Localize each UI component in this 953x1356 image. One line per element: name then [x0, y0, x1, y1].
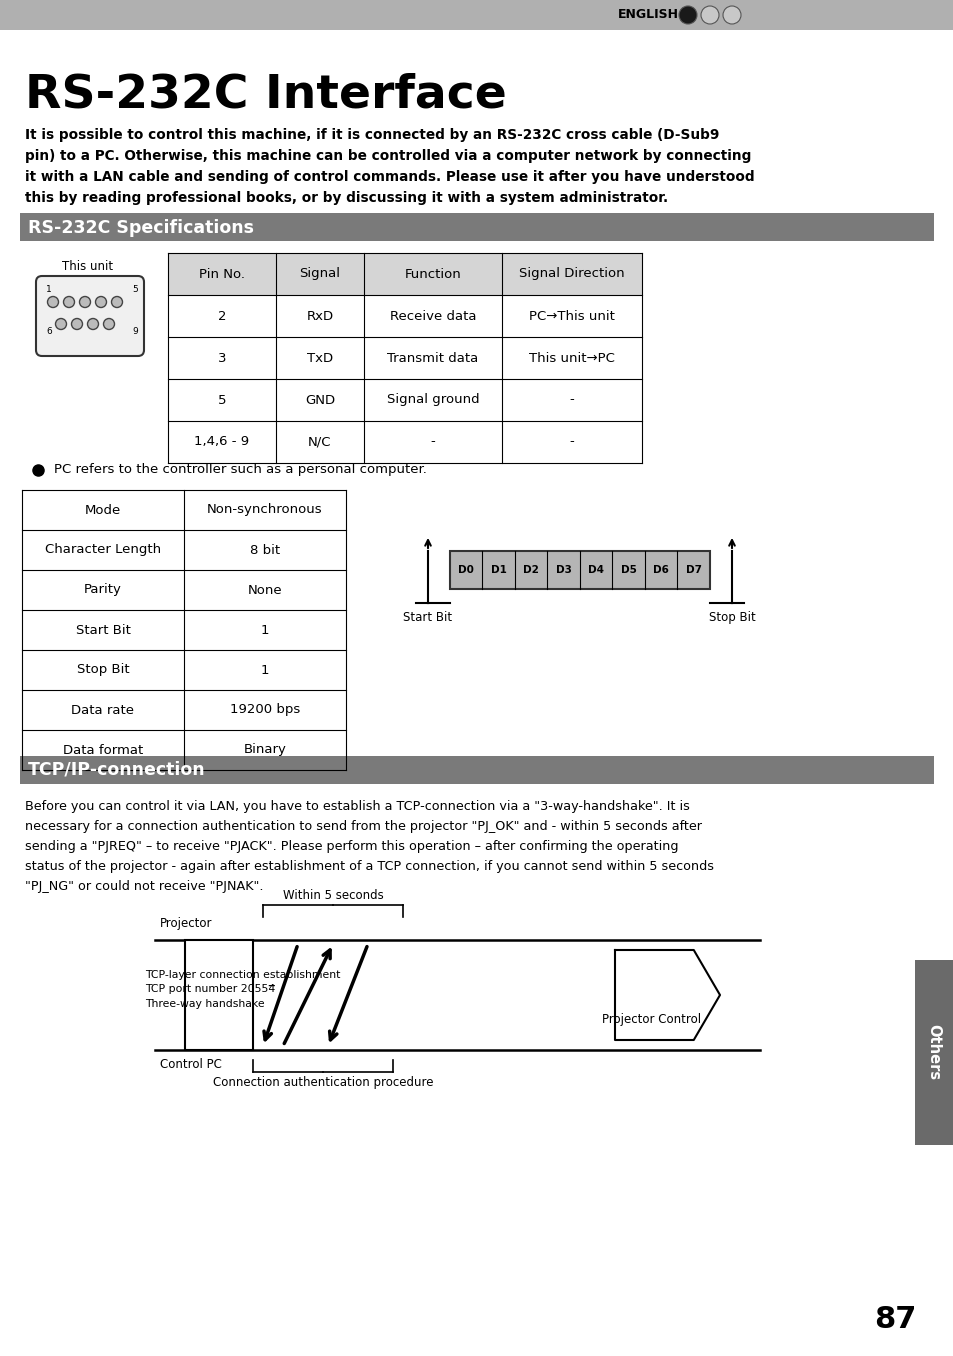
- Text: D0: D0: [457, 565, 474, 575]
- Text: it with a LAN cable and sending of control commands. Please use it after you hav: it with a LAN cable and sending of contr…: [25, 170, 754, 184]
- Text: Binary: Binary: [243, 743, 286, 757]
- Text: D1: D1: [490, 565, 506, 575]
- Text: Signal ground: Signal ground: [386, 393, 478, 407]
- Text: "PJ_NG" or could not receive "PJNAK".: "PJ_NG" or could not receive "PJNAK".: [25, 880, 263, 894]
- Text: TCP-layer connection establishment
TCP port number 20554
Three-way handshake: TCP-layer connection establishment TCP p…: [145, 970, 340, 1009]
- Text: Projector: Projector: [160, 917, 213, 930]
- Circle shape: [679, 5, 697, 24]
- Polygon shape: [615, 951, 720, 1040]
- Bar: [185, 940, 253, 1050]
- Circle shape: [722, 5, 740, 24]
- Text: 9: 9: [132, 328, 137, 336]
- Text: D4: D4: [588, 565, 603, 575]
- Text: this by reading professional books, or by discussing it with a system administra: this by reading professional books, or b…: [25, 191, 667, 205]
- Bar: [168, 296, 641, 338]
- Text: 5: 5: [217, 393, 226, 407]
- Text: Before you can control it via LAN, you have to establish a TCP-connection via a : Before you can control it via LAN, you h…: [25, 800, 689, 814]
- Bar: [20, 213, 933, 241]
- Text: Signal: Signal: [299, 267, 340, 281]
- Text: 1,4,6 - 9: 1,4,6 - 9: [194, 435, 250, 449]
- Text: Function: Function: [404, 267, 461, 281]
- Text: 8 bit: 8 bit: [250, 544, 280, 556]
- Bar: [20, 757, 933, 784]
- Text: Projector Control: Projector Control: [601, 1013, 700, 1026]
- Text: Non-synchronous: Non-synchronous: [207, 503, 322, 517]
- Text: RxD: RxD: [306, 309, 334, 323]
- Text: 87: 87: [873, 1306, 915, 1334]
- Text: Connection authentication procedure: Connection authentication procedure: [213, 1077, 433, 1089]
- Circle shape: [700, 5, 719, 24]
- Text: -: -: [569, 393, 574, 407]
- Text: status of the projector - again after establishment of a TCP connection, if you : status of the projector - again after es…: [25, 860, 713, 873]
- Text: -: -: [569, 435, 574, 449]
- Text: sending a "PJREQ" – to receive "PJACK". Please perform this operation – after co: sending a "PJREQ" – to receive "PJACK". …: [25, 839, 678, 853]
- Text: 3: 3: [217, 351, 226, 365]
- Text: D3: D3: [556, 565, 571, 575]
- Text: 1: 1: [260, 663, 269, 677]
- Bar: [168, 378, 641, 420]
- Text: Stop Bit: Stop Bit: [708, 612, 755, 624]
- Text: Parity: Parity: [84, 583, 122, 597]
- Text: 1: 1: [46, 286, 51, 294]
- Circle shape: [55, 319, 67, 330]
- FancyBboxPatch shape: [36, 277, 144, 357]
- Text: 19200 bps: 19200 bps: [230, 704, 300, 716]
- Bar: [168, 254, 641, 296]
- Text: Data format: Data format: [63, 743, 143, 757]
- Text: Stop Bit: Stop Bit: [76, 663, 130, 677]
- Text: 5: 5: [132, 286, 137, 294]
- Text: Mode: Mode: [85, 503, 121, 517]
- Circle shape: [48, 297, 58, 308]
- Circle shape: [103, 319, 114, 330]
- Text: 1: 1: [260, 624, 269, 636]
- Text: ENGLISH: ENGLISH: [618, 8, 679, 22]
- Circle shape: [88, 319, 98, 330]
- Text: Data rate: Data rate: [71, 704, 134, 716]
- Text: 2: 2: [217, 309, 226, 323]
- Bar: [450, 551, 709, 589]
- Text: –: –: [267, 978, 274, 993]
- Text: Others: Others: [925, 1024, 941, 1081]
- Text: D6: D6: [653, 565, 668, 575]
- Circle shape: [64, 297, 74, 308]
- Text: D2: D2: [523, 565, 538, 575]
- Bar: [168, 338, 641, 378]
- Text: This unit→PC: This unit→PC: [529, 351, 615, 365]
- Text: Pin No.: Pin No.: [199, 267, 245, 281]
- Text: Character Length: Character Length: [45, 544, 161, 556]
- Text: necessary for a connection authentication to send from the projector "PJ_OK" and: necessary for a connection authenticatio…: [25, 820, 701, 833]
- Text: TxD: TxD: [307, 351, 333, 365]
- Text: None: None: [248, 583, 282, 597]
- Text: TCP/IP-connection: TCP/IP-connection: [28, 761, 206, 778]
- Bar: [168, 420, 641, 462]
- Text: D7: D7: [685, 565, 701, 575]
- Text: Start Bit: Start Bit: [403, 612, 452, 624]
- Text: N/C: N/C: [308, 435, 332, 449]
- Text: RS-232C Specifications: RS-232C Specifications: [28, 220, 253, 237]
- Text: Receive data: Receive data: [390, 309, 476, 323]
- Circle shape: [71, 319, 82, 330]
- Text: Within 5 seconds: Within 5 seconds: [282, 890, 383, 902]
- Text: PC→This unit: PC→This unit: [529, 309, 615, 323]
- Text: pin) to a PC. Otherwise, this machine can be controlled via a computer network b: pin) to a PC. Otherwise, this machine ca…: [25, 149, 751, 163]
- Text: Control PC: Control PC: [160, 1058, 222, 1071]
- Circle shape: [79, 297, 91, 308]
- Circle shape: [112, 297, 122, 308]
- Text: 6: 6: [46, 328, 51, 336]
- Text: D5: D5: [620, 565, 636, 575]
- Text: Transmit data: Transmit data: [387, 351, 478, 365]
- Text: Signal Direction: Signal Direction: [518, 267, 624, 281]
- Bar: [914, 960, 953, 1144]
- Bar: [0, 0, 953, 30]
- Circle shape: [95, 297, 107, 308]
- Text: It is possible to control this machine, if it is connected by an RS-232C cross c: It is possible to control this machine, …: [25, 127, 719, 142]
- Text: -: -: [430, 435, 435, 449]
- Text: RS-232C Interface: RS-232C Interface: [25, 72, 506, 118]
- Text: GND: GND: [305, 393, 335, 407]
- Text: PC refers to the controller such as a personal computer.: PC refers to the controller such as a pe…: [54, 464, 426, 476]
- Text: This unit: This unit: [62, 260, 113, 273]
- Text: Start Bit: Start Bit: [75, 624, 131, 636]
